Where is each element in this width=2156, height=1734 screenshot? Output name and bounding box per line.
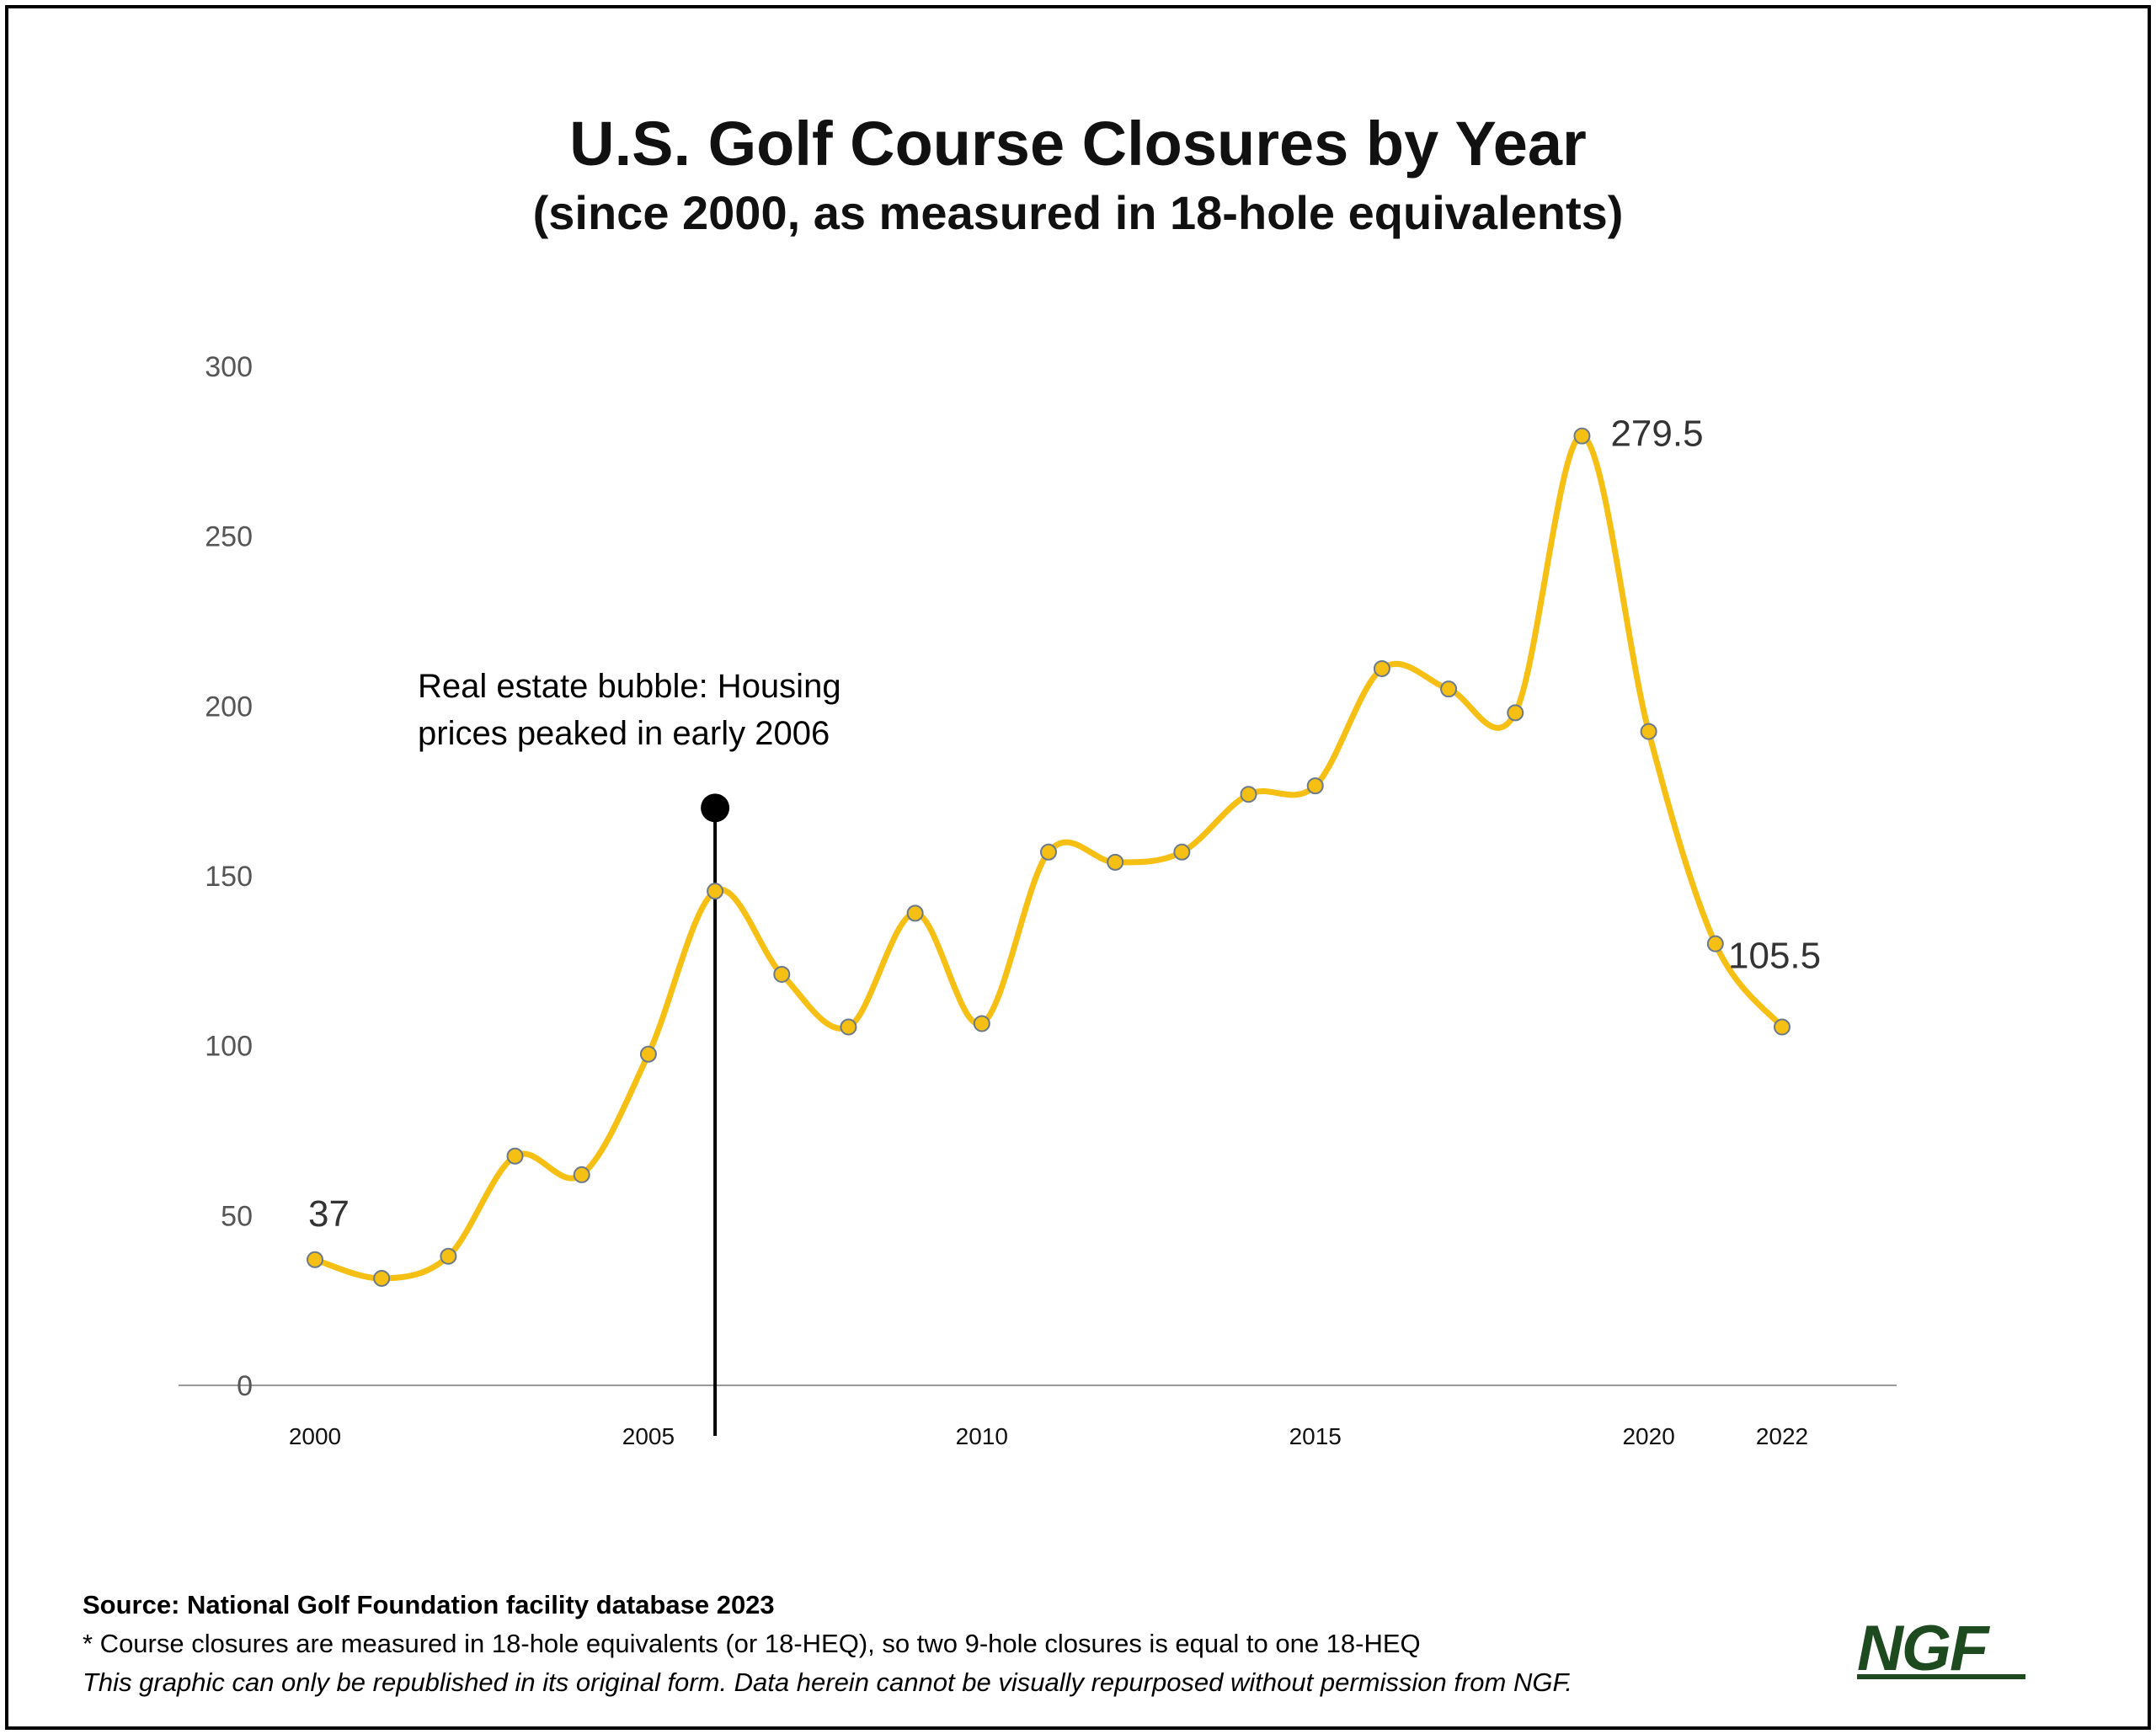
y-tick-label: 150 [205, 861, 253, 893]
data-point [1040, 843, 1057, 861]
data-point [573, 1166, 590, 1183]
data-point [1706, 935, 1724, 952]
data-point [707, 883, 724, 900]
chart-title: U.S. Golf Course Closures by Year [569, 109, 1587, 179]
y-tick-label: 0 [237, 1370, 253, 1402]
data-point [973, 1015, 990, 1032]
x-tick-label: 2022 [1756, 1423, 1808, 1449]
data-point [1240, 786, 1257, 803]
y-tick-label: 250 [205, 521, 253, 553]
data-point [773, 965, 791, 983]
x-tick-label: 2000 [289, 1423, 341, 1449]
data-point [1440, 680, 1458, 698]
data-point [1107, 853, 1124, 871]
x-tick-label: 2005 [622, 1423, 675, 1449]
data-point [906, 904, 924, 922]
data-point [1373, 659, 1390, 677]
data-point [1573, 427, 1591, 445]
legal-text: This graphic can only be republished in … [83, 1667, 1573, 1697]
data-label: 105.5 [1728, 935, 1821, 976]
data-point [840, 1018, 857, 1036]
annotation-dot [701, 793, 730, 823]
data-label: 37 [308, 1193, 350, 1235]
ngf-logo-underline [1857, 1674, 2025, 1679]
chart-frame [5, 5, 2151, 1730]
chart-subtitle: (since 2000, as measured in 18-hole equi… [532, 186, 1624, 239]
annotation-text: prices peaked in early 2006 [418, 715, 830, 752]
data-point [1173, 843, 1191, 861]
x-tick-label: 2015 [1289, 1423, 1342, 1449]
data-point [1507, 704, 1524, 722]
ngf-logo-text: NGF [1857, 1613, 1988, 1684]
ngf-logo: NGF [1857, 1613, 2025, 1684]
y-tick-label: 100 [205, 1031, 253, 1063]
footnote-text: * Course closures are measured in 18-hol… [83, 1629, 1421, 1658]
data-point [1640, 723, 1657, 740]
x-tick-label: 2020 [1622, 1423, 1674, 1449]
data-point [307, 1251, 323, 1268]
data-point [1306, 777, 1324, 795]
data-point [506, 1147, 524, 1165]
annotation-text: Real estate bubble: Housing [418, 668, 841, 705]
data-point [1774, 1018, 1790, 1036]
data-point [440, 1247, 457, 1265]
data-label: 279.5 [1610, 413, 1703, 455]
source-text: Source: National Golf Foundation facilit… [83, 1590, 775, 1619]
data-point [373, 1269, 391, 1287]
y-tick-label: 50 [221, 1200, 253, 1232]
y-tick-label: 300 [205, 351, 253, 383]
y-tick-label: 200 [205, 691, 253, 723]
data-point [639, 1045, 657, 1063]
x-tick-label: 2010 [956, 1423, 1008, 1449]
